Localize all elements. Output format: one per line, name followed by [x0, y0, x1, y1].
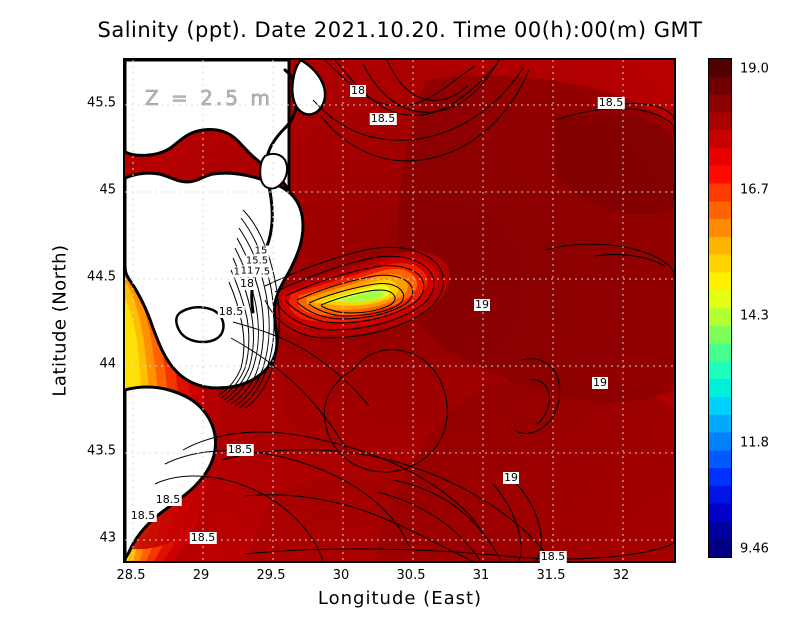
colorbar-tick-label: 16.7: [740, 182, 769, 198]
ytick-label: 45: [99, 182, 116, 198]
contour-label: 18: [239, 277, 255, 290]
contour-label: 15: [253, 245, 269, 257]
y-axis-title: Latitude (North): [49, 244, 71, 397]
xtick-label: 30: [332, 568, 350, 583]
contour-label: 19: [503, 471, 519, 484]
xtick-label: 28.5: [116, 568, 146, 583]
colorbar-tick-label: 11.8: [740, 435, 769, 451]
contour-label: 18: [350, 84, 366, 97]
x-axis-title: Longitude (East): [317, 588, 483, 609]
xtick-label: 31: [472, 568, 490, 583]
contour-label: 15.5: [244, 255, 270, 267]
contour-label: 18.5: [189, 531, 217, 544]
contour-label: 18.5: [226, 443, 254, 456]
ytick-label: 44.5: [87, 269, 116, 285]
contour-label: 18.5: [217, 305, 245, 318]
contour-label: 18.5: [539, 550, 567, 563]
ytick-label: 45.5: [87, 95, 116, 111]
figure-title: Salinity (ppt). Date 2021.10.20. Time 00…: [97, 18, 703, 42]
xtick-label: 30.5: [396, 568, 426, 583]
contour-label: 17.5: [246, 266, 272, 278]
colorbar-tick-label: 19.0: [740, 61, 769, 77]
ytick-label: 43.5: [87, 443, 116, 459]
contour-label: 19: [474, 298, 490, 311]
colorbar[interactable]: [708, 58, 732, 558]
xtick-label: 31.5: [536, 568, 566, 583]
colorbar-tick-label: 9.46: [740, 541, 769, 557]
xtick-label: 32: [612, 568, 630, 583]
ytick-label: 43: [99, 530, 116, 546]
contour-label: 18.5: [129, 509, 157, 522]
ytick-label: 44: [99, 356, 116, 372]
xtick-label: 29.5: [256, 568, 286, 583]
contour-label: 18.5: [154, 493, 182, 506]
contour-label: 11: [239, 265, 255, 277]
contour-label: 19: [592, 376, 608, 389]
contour-label: 18.5: [369, 112, 397, 125]
map-plot-area[interactable]: [123, 58, 676, 563]
salinity-contour-map: [125, 60, 674, 561]
colorbar-tick-label: 14.3: [740, 308, 769, 324]
contour-label: 18.5: [597, 96, 625, 109]
xtick-label: 29: [192, 568, 210, 583]
